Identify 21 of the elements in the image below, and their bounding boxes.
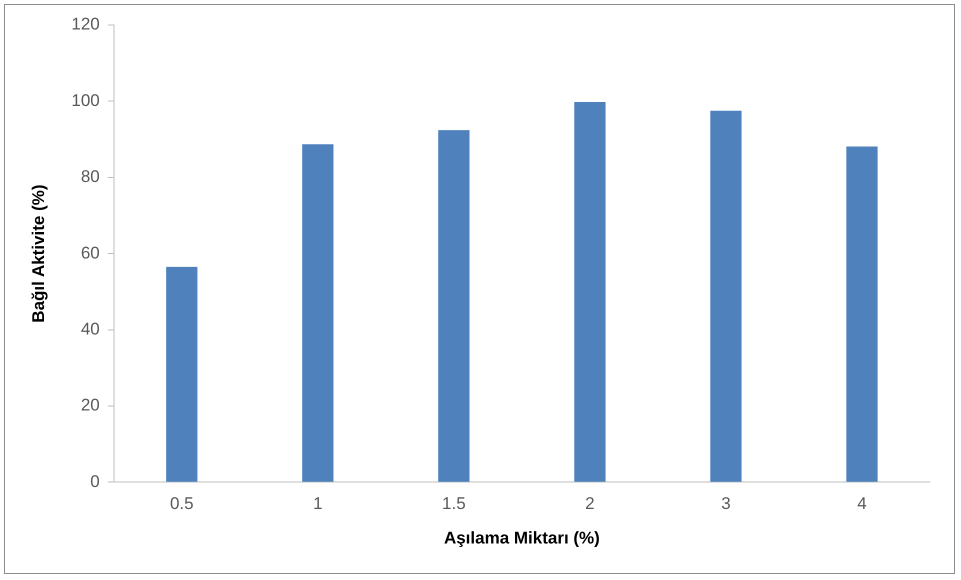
bar (846, 146, 878, 482)
x-tick-label: 1 (313, 494, 323, 514)
y-tick-label: 120 (71, 14, 100, 34)
y-tick-label: 80 (80, 167, 100, 186)
bar (574, 102, 606, 482)
x-tick-label: 4 (857, 494, 867, 514)
y-tick-label: 0 (90, 472, 100, 491)
bar (710, 110, 742, 482)
bar (166, 266, 198, 482)
x-axis-title: Aşılama Miktarı (%) (444, 528, 600, 548)
x-tick-label: 2 (585, 494, 595, 514)
bar (302, 144, 334, 482)
y-axis-title: Bağıl Aktivite (%) (28, 184, 48, 323)
x-tick-label: 1.5 (442, 494, 466, 514)
y-tick-label: 60 (80, 243, 100, 262)
y-tick-label: 20 (80, 396, 100, 415)
bar (438, 130, 470, 482)
y-tick-label: 40 (80, 319, 100, 338)
x-tick-label: 0.5 (170, 494, 194, 514)
y-tick-label: 100 (71, 90, 100, 110)
x-tick-label: 3 (721, 494, 731, 514)
